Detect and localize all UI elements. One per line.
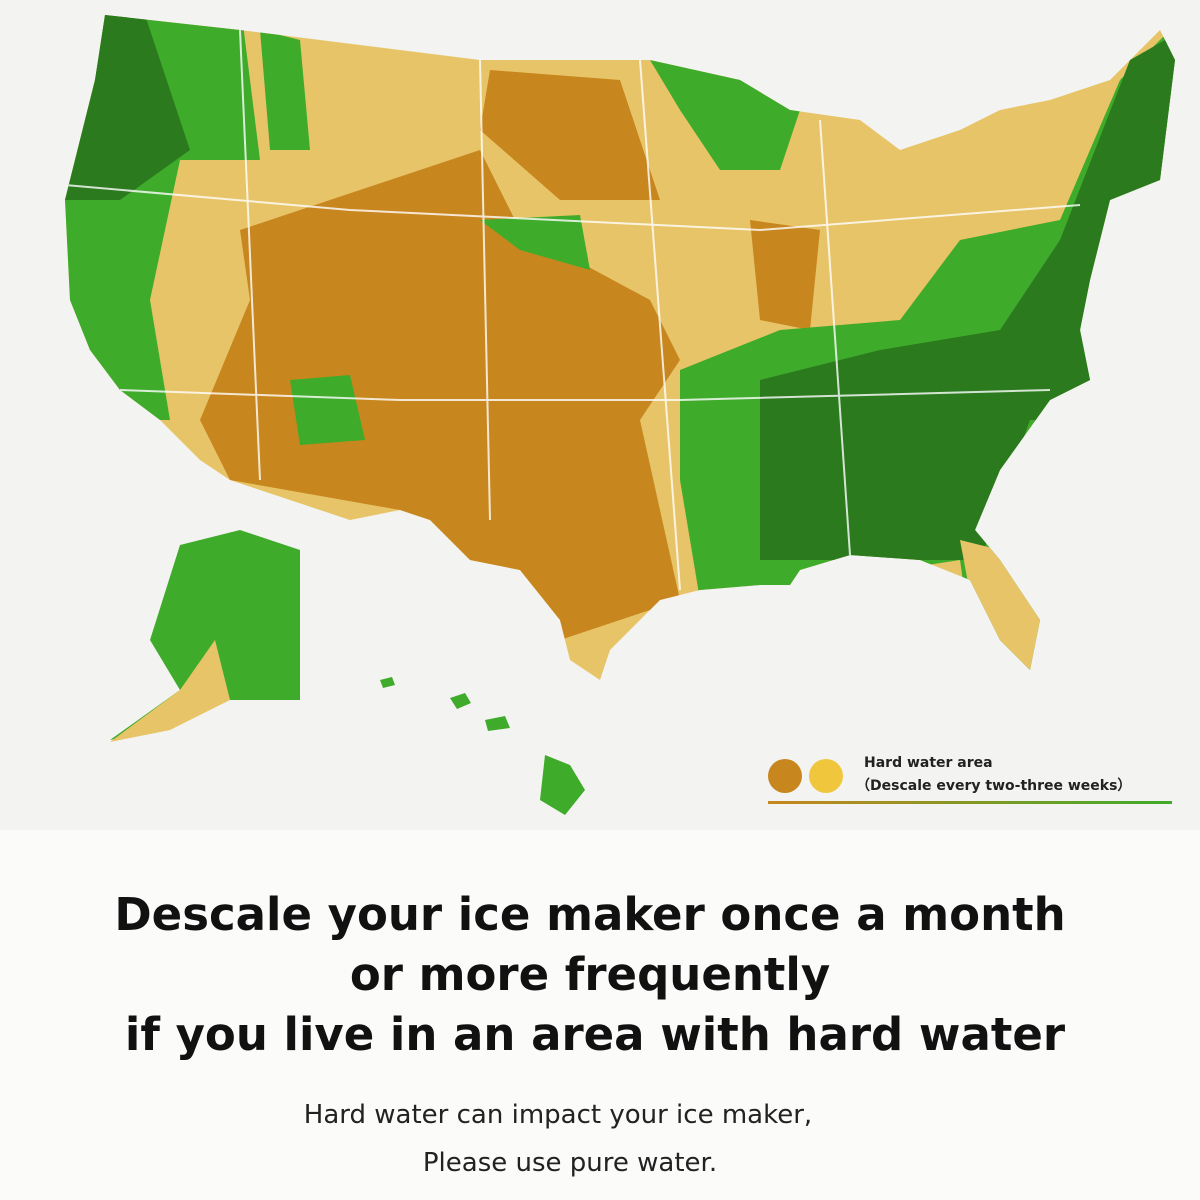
alaska-south (110, 640, 230, 742)
legend-swatch-light (809, 759, 843, 793)
alaska (110, 530, 300, 740)
us-map (65, 15, 1175, 680)
subtext: Hard water can impact your ice maker, (304, 1100, 812, 1130)
headline: if you live in an area with hard water (125, 1008, 1066, 1061)
subtext: Please use pure water. (423, 1148, 717, 1178)
legend-underline (768, 801, 1172, 804)
legend-swatch-dark (768, 759, 802, 793)
hawaii (380, 677, 585, 815)
headline: or more frequently (350, 948, 830, 1001)
legend-title: Hard water area (864, 755, 993, 771)
headline: Descale your ice maker once a month (114, 888, 1065, 941)
legend-note: （Descale every two-three weeks） (856, 778, 1131, 794)
